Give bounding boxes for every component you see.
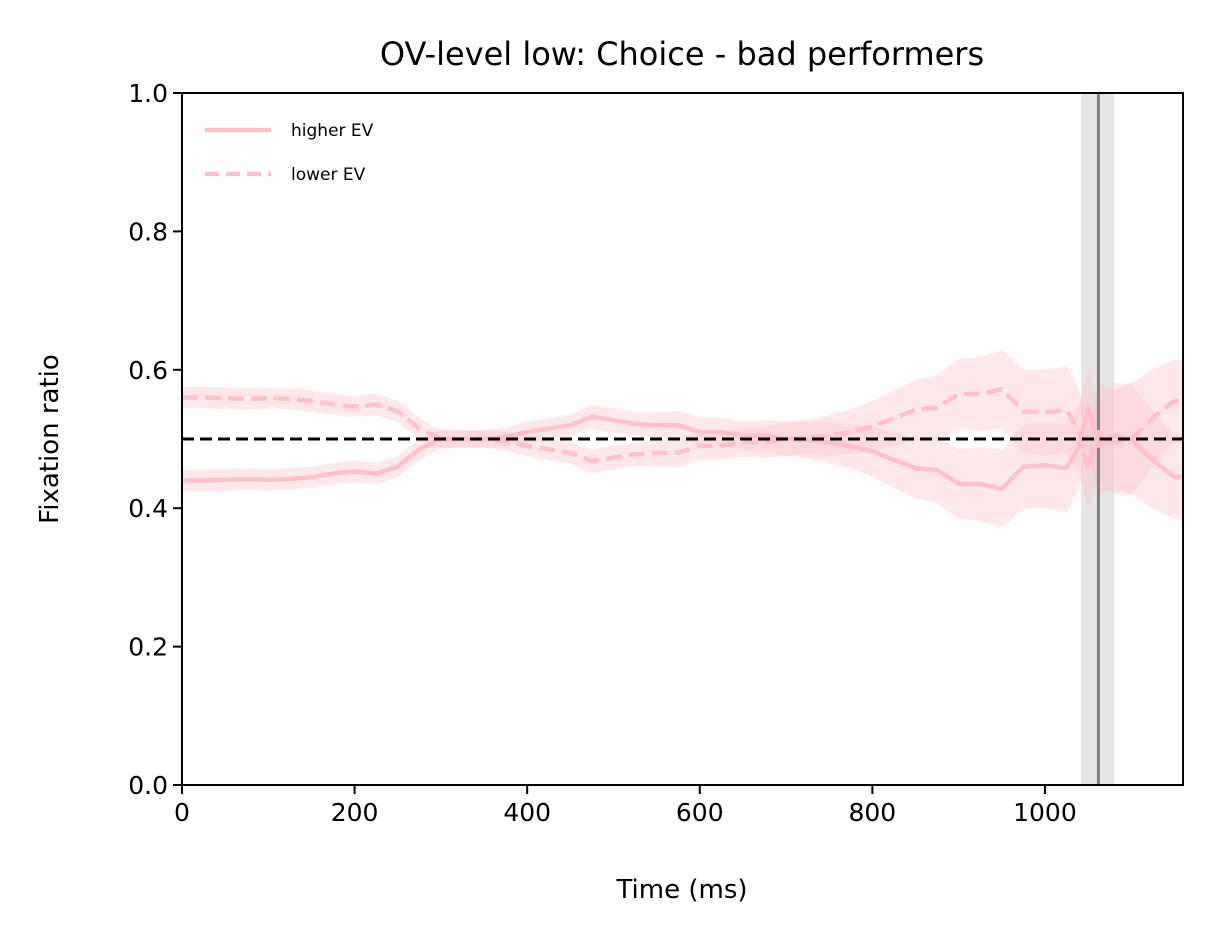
x-tick-label: 200 [331, 798, 379, 827]
axes: 0 200 400 600 800 1000 0.0 0.2 0.4 0.6 0.8 1.0 [128, 79, 1184, 827]
y-tick-label: 0.0 [128, 771, 168, 800]
y-tick-label: 0.6 [128, 356, 168, 385]
x-tick-label: 0 [174, 798, 190, 827]
y-axis-label: Fixation ratio [35, 354, 65, 524]
series-line-1 [182, 386, 1183, 473]
series-band-1 [182, 349, 1183, 510]
series-line-0 [182, 405, 1183, 492]
legend: higher EV lower EV [205, 121, 374, 185]
x-tick-label: 800 [848, 798, 896, 827]
x-axis-label: Time (ms) [615, 875, 747, 905]
plot-area [182, 93, 1183, 785]
legend-label-0: higher EV [291, 121, 374, 141]
legend-label-1: lower EV [291, 165, 366, 185]
y-tick-label: 0.4 [128, 494, 168, 523]
x-tick-label: 600 [676, 798, 724, 827]
y-tick-label: 0.8 [128, 217, 168, 246]
x-tick-label: 400 [503, 798, 551, 827]
y-tick-label: 0.2 [128, 633, 168, 662]
y-tick-label: 1.0 [128, 79, 168, 108]
chart-title: OV-level low: Choice - bad performers [380, 35, 984, 73]
x-tick-label: 1000 [1013, 798, 1077, 827]
axes-frame [181, 92, 1184, 786]
